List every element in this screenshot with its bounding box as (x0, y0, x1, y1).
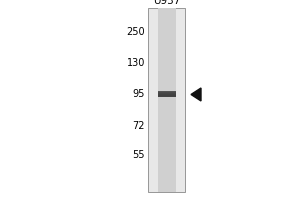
Polygon shape (191, 88, 201, 101)
Bar (158, 95, 176, 97)
Bar (158, 91, 176, 97)
Text: 130: 130 (127, 58, 145, 68)
Bar (148, 8, 185, 192)
Bar (158, 92, 176, 94)
Text: 55: 55 (133, 150, 145, 160)
Text: U937: U937 (153, 0, 181, 6)
Text: 72: 72 (133, 121, 145, 131)
Text: 95: 95 (133, 89, 145, 99)
Bar (158, 93, 176, 95)
Text: 250: 250 (126, 27, 145, 37)
Bar (158, 91, 176, 93)
Bar (158, 8, 176, 192)
Bar (158, 94, 176, 96)
